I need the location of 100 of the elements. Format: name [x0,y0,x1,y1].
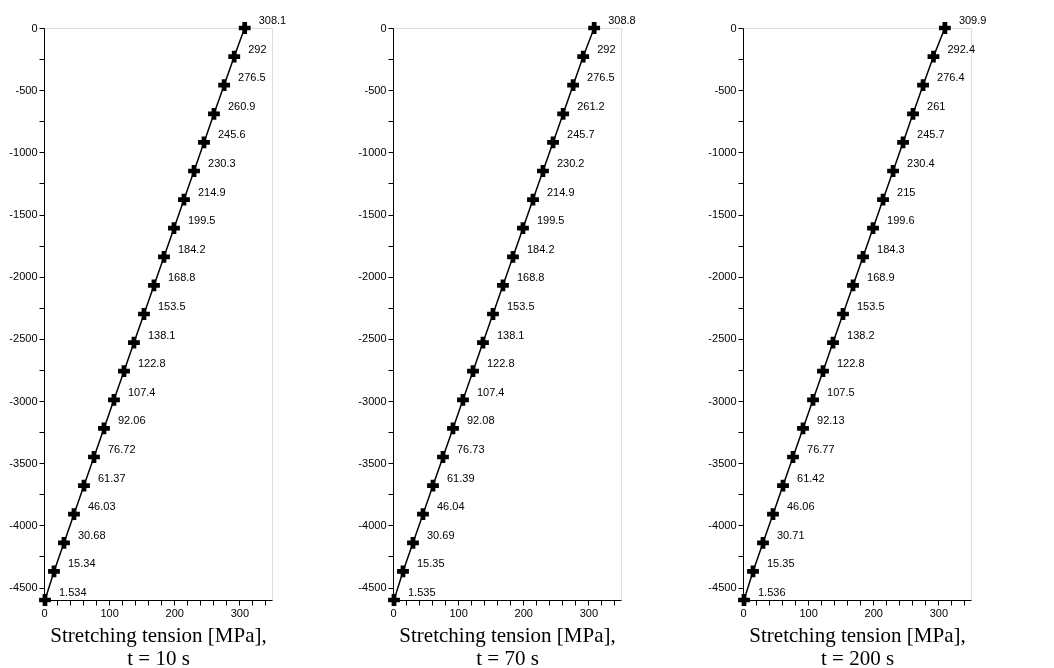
point [857,250,869,263]
y-tick-label: -2000 [708,270,737,283]
y-tick-label: -3000 [358,394,387,407]
annotation: 276.5 [587,71,615,84]
annotation: 168.9 [867,271,895,284]
y-tick-label: -2500 [708,332,737,345]
point [58,536,70,549]
annotation: 214.9 [546,185,575,198]
annotation: 245.7 [567,128,595,141]
point [897,136,909,149]
y-tick-label: -2000 [9,270,38,283]
annotation: 292 [597,42,616,55]
annotation: 15.35 [417,557,445,570]
annotation: 184.2 [177,242,206,255]
annotation: 214.9 [197,185,226,198]
annotation: 153.5 [157,300,186,312]
annotation: 122.8 [487,357,515,370]
point [148,279,160,292]
annotation: 260.9 [227,99,256,112]
annotation: 138.2 [847,328,875,341]
annotation: 184.3 [877,242,905,255]
x-axis-title: Stretching tension [MPa], t = 200 s [749,622,966,668]
point [927,50,940,63]
annotation: 15.34 [67,557,96,570]
x-tick-label: 200 [514,606,533,619]
point [208,107,220,120]
annotation: 107.4 [127,385,156,398]
point [877,193,889,206]
y-tick-label: -4000 [708,518,737,531]
point [777,479,789,492]
annotation: 276.5 [238,71,266,84]
annotation: 122.8 [837,357,865,370]
annotation: 230.4 [907,157,935,169]
point [817,365,829,378]
y-tick-label: 0 [31,21,38,34]
annotation: 168.8 [516,271,545,284]
annotation: 199.5 [536,214,565,227]
annotation: 61.39 [446,471,475,484]
annotation: 61.42 [797,471,825,484]
annotation: 309.9 [958,14,987,26]
y-tick-label: -1000 [9,145,38,158]
y-tick-label: -500 [15,83,38,96]
x-tick-label: 0 [390,606,397,619]
annotation: 30.71 [777,528,805,541]
y-tick-label: -1000 [708,145,737,158]
annotation: 122.8 [138,357,166,370]
y-tick-label: -2500 [9,332,38,345]
point [757,536,769,549]
x-tick-label: 100 [100,606,119,619]
annotation: 76.77 [807,443,835,455]
annotation: 61.37 [97,471,126,484]
annotation: 308.1 [258,14,287,26]
point [797,422,809,435]
annotation: 215 [897,185,916,198]
annotation: 76.73 [456,443,485,455]
point [178,193,190,206]
y-tick-label: -1500 [358,208,387,221]
annotation: 168.8 [167,271,196,284]
annotation: 92.06 [117,414,146,427]
x-axis-title: Stretching tension [MPa], t = 10 s [50,622,267,668]
y-tick-label: -4000 [9,518,38,531]
x-tick-label: 0 [740,606,747,619]
x-axis-title: Stretching tension [MPa], t = 70 s [399,622,616,668]
point [228,50,241,63]
x-tick-label: 100 [449,606,468,619]
annotation: 292 [248,42,267,55]
point [557,107,570,120]
y-tick-label: -1000 [358,145,387,158]
point [68,508,80,521]
point [577,50,590,63]
annotation: 1.534 [59,586,87,598]
annotation: 153.5 [506,300,535,312]
annotation: 199.5 [187,214,216,227]
point [128,336,140,349]
y-tick-label: 0 [380,21,387,34]
x-tick-label: 300 [230,606,250,619]
annotation: 30.68 [77,528,106,541]
annotation: 92.08 [466,414,495,427]
point [767,508,779,521]
point [867,222,879,235]
y-tick-label: -4500 [358,581,387,594]
annotation: 292.4 [947,42,976,55]
x-tick-label: 300 [929,606,949,619]
y-tick-label: -3000 [708,394,737,407]
y-tick-label: -4000 [358,518,387,531]
annotation: 107.4 [476,385,505,398]
x-tick-label: 300 [579,606,599,619]
annotation: 245.6 [217,128,246,141]
point [427,479,439,492]
point [388,594,400,606]
y-tick-label: -3500 [358,456,387,469]
point [457,393,469,406]
annotation: 276.4 [937,71,965,84]
point [397,565,409,578]
annotation: 138.1 [496,328,525,341]
point [477,336,489,349]
point [517,222,529,235]
annotation: 1.535 [408,586,436,598]
annotation: 46.06 [787,500,815,513]
x-tick-label: 200 [864,606,883,619]
